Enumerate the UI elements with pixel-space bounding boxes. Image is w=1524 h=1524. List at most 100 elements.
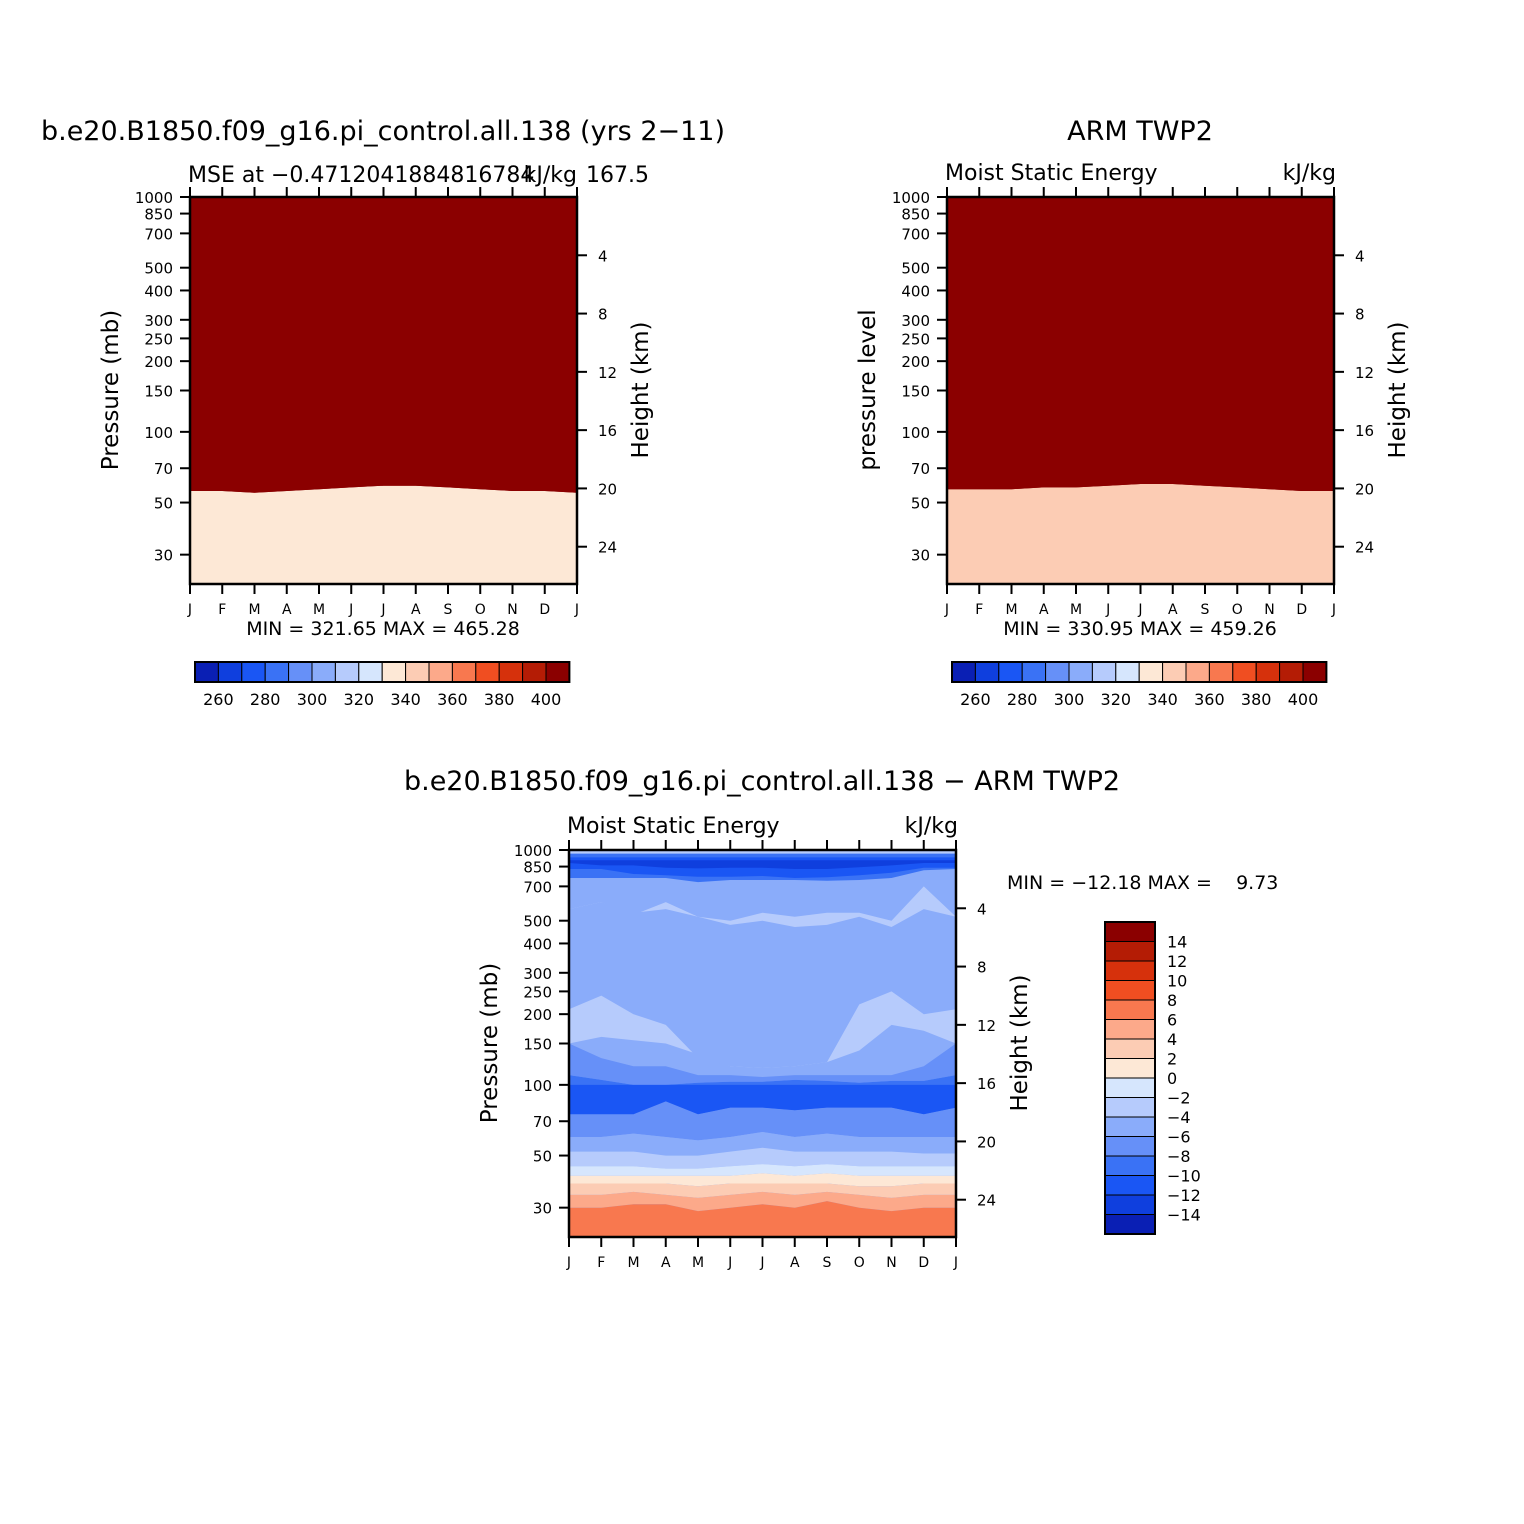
- colorbar-swatch: [498, 661, 524, 683]
- x-tick-label: J: [944, 602, 949, 618]
- x-tick-label: J: [953, 1255, 958, 1271]
- x-tick-label: M: [248, 602, 260, 618]
- y-tick-label: 300: [901, 312, 930, 330]
- colorbar-obs: 260 280 300 320 340 360 380 400: [951, 661, 1328, 709]
- y-tick-label: 200: [523, 1006, 552, 1024]
- x-tick-label: O: [475, 602, 486, 618]
- contour-band: [569, 1093, 956, 1141]
- colorbar-label: 6: [1167, 1011, 1177, 1030]
- colorbar-swatch: [1104, 1097, 1156, 1118]
- x-tick-label: N: [1264, 602, 1274, 618]
- contour-band: [569, 1191, 956, 1212]
- y-tick-label: 1000: [514, 842, 552, 860]
- colorbar-swatch: [998, 661, 1023, 683]
- colorbar-swatch: [951, 661, 976, 683]
- colorbar-label: 260: [203, 690, 234, 709]
- y-tick-label: 250: [144, 330, 173, 348]
- colorbar-swatch: [1279, 661, 1304, 683]
- colorbar-label: 8: [1167, 991, 1177, 1010]
- colorbar-swatch: [1045, 661, 1070, 683]
- y-tick-label: 700: [144, 225, 173, 243]
- x-tick-label: J: [759, 1255, 764, 1271]
- colorbar-swatch: [1104, 960, 1156, 981]
- colorbar-swatch: [264, 661, 290, 683]
- y2-tick-label: 20: [598, 480, 617, 498]
- y-tick-label: 50: [154, 495, 173, 513]
- panel-model-left-label: MSE at −0.4712041884816784: [188, 163, 534, 188]
- x-tick-label: F: [597, 1255, 605, 1271]
- y-tick-label: 150: [901, 383, 930, 401]
- y2-tick-label: 20: [1355, 480, 1374, 498]
- panel-obs-ylabel2: Height (km): [1385, 321, 1411, 458]
- colorbar-swatch: [1021, 661, 1047, 683]
- x-tick-label: J: [187, 602, 192, 618]
- y-tick-label: 50: [533, 1148, 552, 1166]
- colorbar-swatch: [1104, 999, 1156, 1020]
- y-tick-label: 850: [523, 859, 552, 877]
- contour-band: [569, 1132, 956, 1156]
- colorbar-swatch: [1104, 921, 1156, 942]
- colorbar-frame: [951, 661, 1328, 683]
- colorbar-label: 400: [531, 690, 562, 709]
- contour-band: [569, 1164, 956, 1176]
- colorbar-label: 280: [1007, 690, 1038, 709]
- y-tick-label: 150: [144, 383, 173, 401]
- panel-diff-contours: [569, 850, 956, 1237]
- colorbar-swatch: [428, 661, 453, 683]
- panel-diff-ylabel2: Height (km): [1007, 974, 1033, 1111]
- x-tick-label: A: [411, 602, 421, 618]
- colorbar-swatch: [1104, 1175, 1156, 1196]
- colorbar-swatch: [1162, 661, 1187, 683]
- colorbar-label: −8: [1167, 1147, 1191, 1166]
- x-tick-label: O: [1232, 602, 1243, 618]
- colorbar-swatch: [1115, 661, 1140, 683]
- colorbar-label: 300: [297, 690, 328, 709]
- x-tick-label: M: [1005, 602, 1017, 618]
- x-tick-label: J: [1105, 602, 1110, 618]
- x-tick-label: J: [574, 602, 579, 618]
- colorbar-label: 0: [1167, 1069, 1177, 1088]
- colorbar-label: 4: [1167, 1030, 1177, 1049]
- panel-model-units-label: kJ/kg: [524, 163, 577, 188]
- colorbar-swatch: [194, 661, 219, 683]
- panel-obs-ylabel: pressure level: [855, 309, 881, 470]
- x-tick-label: S: [1201, 602, 1210, 618]
- y-tick-label: 250: [901, 330, 930, 348]
- colorbar-label: 380: [484, 690, 515, 709]
- y2-tick-label: 12: [1355, 364, 1374, 382]
- colorbar-label: 280: [250, 690, 281, 709]
- x-tick-label: F: [218, 602, 226, 618]
- contour-band: [569, 1183, 956, 1198]
- y-tick-label: 30: [911, 547, 930, 565]
- x-tick-label: A: [661, 1255, 671, 1271]
- y2-tick-label: 8: [598, 306, 608, 324]
- y-tick-label: 850: [901, 206, 930, 224]
- panel-obs-minmax: MIN = 330.95 MAX = 459.26: [1003, 618, 1277, 640]
- colorbar-model: 260 280 300 320 340 360 380 400: [194, 661, 571, 709]
- x-tick-label: S: [444, 602, 453, 618]
- contour-band: [569, 1147, 956, 1169]
- colorbar-swatch: [311, 661, 336, 683]
- colorbar-swatch: [405, 661, 430, 683]
- x-tick-label: F: [975, 602, 983, 618]
- contour-band: [947, 197, 1334, 491]
- colorbar-swatch: [545, 661, 570, 683]
- colorbar-label: −14: [1167, 1206, 1201, 1225]
- x-tick-label: S: [823, 1255, 832, 1271]
- y-tick-label: 700: [901, 225, 930, 243]
- panel-model-overlap-label: 167.5: [586, 163, 649, 188]
- panel-model-ylabel: Pressure (mb): [98, 310, 124, 470]
- colorbar-swatch: [1104, 1038, 1156, 1059]
- y-tick-label: 100: [523, 1077, 552, 1095]
- x-tick-label: D: [1296, 602, 1307, 618]
- colorbar-swatch: [288, 661, 313, 683]
- colorbar-label: 340: [1147, 690, 1178, 709]
- colorbar-label: 2: [1167, 1050, 1177, 1069]
- y2-tick-label: 20: [977, 1133, 996, 1151]
- colorbar-swatch: [1104, 1155, 1156, 1176]
- colorbar-swatch: [1104, 1019, 1156, 1040]
- x-tick-label: N: [886, 1255, 896, 1271]
- y2-tick-label: 24: [977, 1192, 996, 1210]
